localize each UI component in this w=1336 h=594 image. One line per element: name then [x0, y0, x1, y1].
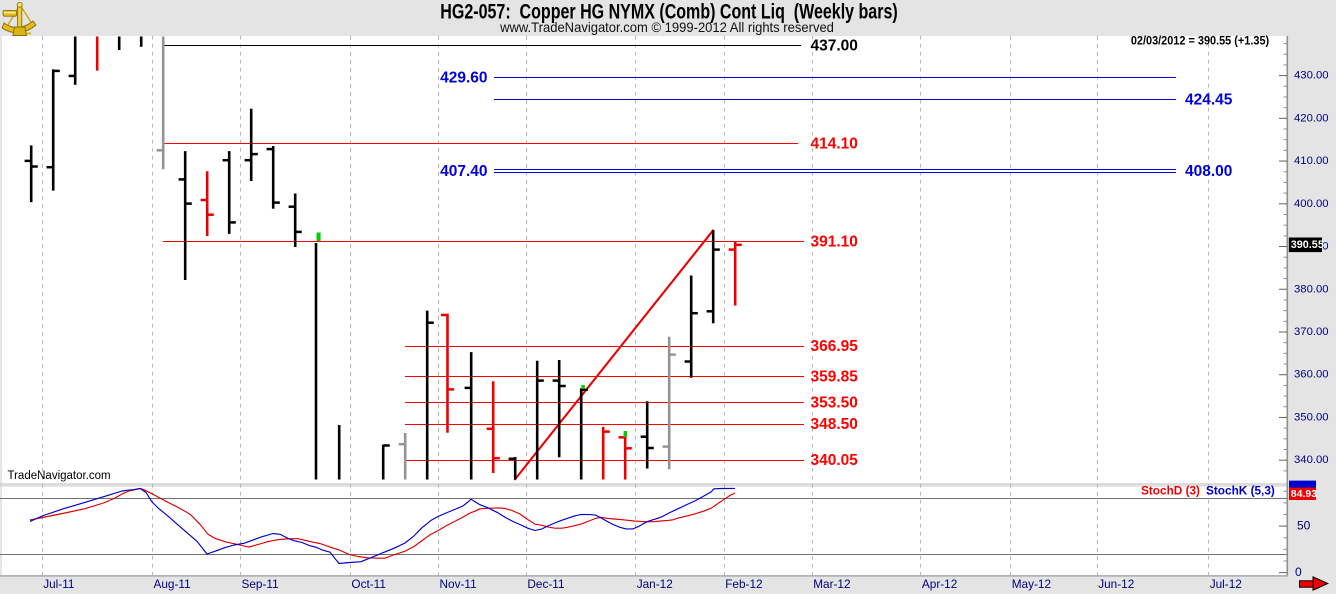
svg-text:TradeNavigator.com: TradeNavigator.com [8, 470, 111, 482]
svg-text:50: 50 [1297, 519, 1311, 533]
svg-text:Apr-12: Apr-12 [922, 577, 957, 591]
svg-text:Jul-12: Jul-12 [1210, 577, 1242, 591]
svg-text:414.10: 414.10 [811, 136, 858, 153]
svg-text:84.93: 84.93 [1291, 488, 1317, 500]
svg-text:HG2-057: Copper HG NYMX (Comb: HG2-057: Copper HG NYMX (Comb) Cont Liq … [440, 0, 897, 24]
svg-text:391.10: 391.10 [811, 234, 858, 251]
svg-text:02/03/2012 = 390.55 (+1.35): 02/03/2012 = 390.55 (+1.35) [1131, 35, 1270, 47]
svg-text:380.00: 380.00 [1294, 283, 1329, 295]
svg-text:StochD (3): StochD (3) [1141, 483, 1200, 497]
svg-text:407.40: 407.40 [440, 163, 487, 180]
svg-text:May-12: May-12 [1012, 577, 1051, 591]
svg-text:408.00: 408.00 [1185, 163, 1232, 180]
svg-text:Mar-12: Mar-12 [813, 577, 850, 591]
svg-text:370.00: 370.00 [1294, 326, 1329, 338]
svg-text:Nov-11: Nov-11 [440, 577, 477, 591]
svg-text:424.45: 424.45 [1185, 92, 1233, 109]
svg-text:Oct-11: Oct-11 [351, 577, 386, 591]
svg-text:Aug-11: Aug-11 [154, 577, 191, 591]
svg-text:410.00: 410.00 [1294, 155, 1329, 167]
svg-text:340.05: 340.05 [811, 452, 859, 469]
svg-text:www.TradeNavigator.com © 1999-: www.TradeNavigator.com © 1999-2012 All r… [499, 20, 834, 35]
svg-text:StochK (5,3): StochK (5,3) [1206, 483, 1275, 497]
svg-text:Jul-11: Jul-11 [43, 577, 74, 591]
svg-text:366.95: 366.95 [811, 338, 859, 355]
svg-text:340.00: 340.00 [1294, 454, 1329, 466]
svg-text:Feb-12: Feb-12 [725, 577, 762, 591]
svg-text:360.00: 360.00 [1294, 369, 1329, 381]
svg-text:0: 0 [1295, 565, 1302, 579]
svg-text:Jun-12: Jun-12 [1098, 577, 1134, 591]
svg-text:350.00: 350.00 [1294, 411, 1329, 423]
svg-text:430.00: 430.00 [1294, 70, 1329, 82]
svg-text:348.50: 348.50 [811, 416, 858, 433]
svg-text:353.50: 353.50 [811, 395, 858, 412]
svg-text:Jan-12: Jan-12 [637, 577, 673, 591]
svg-text:420.00: 420.00 [1294, 112, 1329, 124]
svg-text:437.00: 437.00 [811, 38, 858, 55]
svg-text:429.60: 429.60 [440, 70, 487, 87]
svg-text:359.85: 359.85 [811, 368, 859, 385]
svg-text:400.00: 400.00 [1294, 198, 1329, 210]
svg-text:Sep-11: Sep-11 [242, 577, 279, 591]
svg-text:Dec-11: Dec-11 [527, 577, 564, 591]
svg-text:390.55: 390.55 [1291, 239, 1324, 251]
